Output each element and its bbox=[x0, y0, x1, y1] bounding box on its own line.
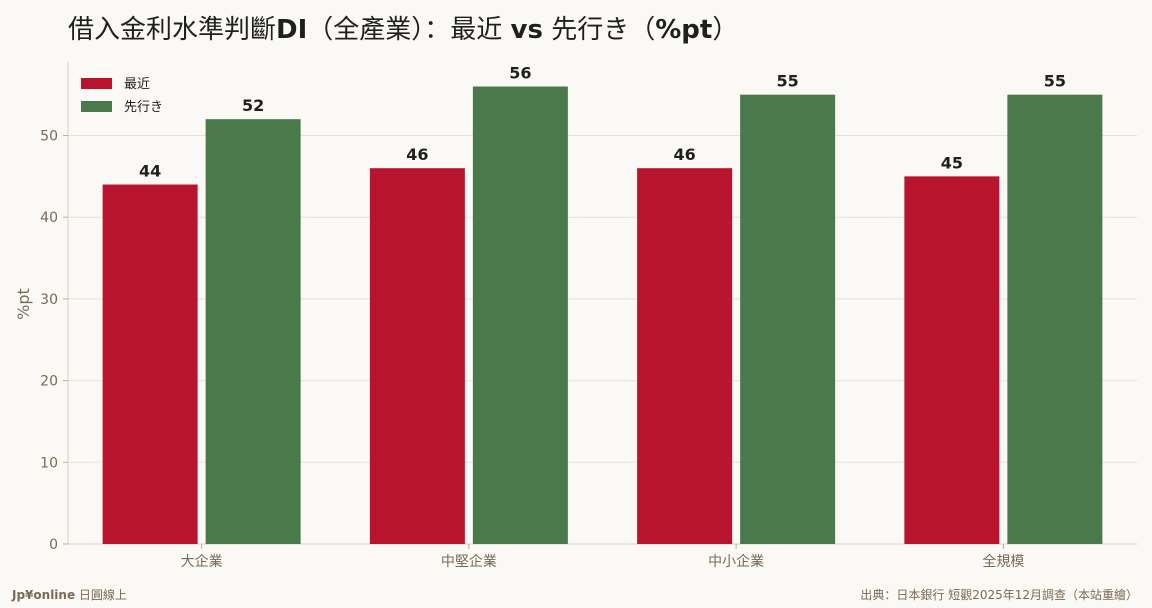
legend-label: 先行き bbox=[124, 100, 163, 115]
y-tick-label: 20 bbox=[40, 374, 58, 390]
x-tick-label: 中小企業 bbox=[708, 553, 764, 570]
title-part: vs bbox=[511, 15, 543, 45]
x-tick-label: 大企業 bbox=[181, 553, 223, 570]
bar-value-label: 55 bbox=[1044, 72, 1066, 91]
bar-value-label: 45 bbox=[941, 153, 963, 172]
chart-title: 借入金利水準判斷DI（全產業）：最近 vs 先行き（%pt） bbox=[68, 15, 738, 45]
bar-value-label: 56 bbox=[509, 64, 531, 83]
x-tick-label: 中堅企業 bbox=[441, 553, 497, 570]
y-tick-label: 10 bbox=[40, 455, 58, 471]
y-tick-labels: 0 10 20 30 40 50 bbox=[40, 129, 68, 553]
bar-value-label: 46 bbox=[673, 145, 695, 164]
bar-forecast bbox=[205, 119, 301, 545]
bar-forecast bbox=[740, 94, 836, 544]
title-part: 借入金利水準判斷 bbox=[68, 15, 276, 45]
brand-suffix: 日圓線上 bbox=[75, 587, 127, 602]
y-tick-label: 40 bbox=[40, 210, 58, 226]
bars: 44 52 46 56 46 55 45 55 bbox=[102, 64, 1103, 545]
bar-forecast bbox=[1007, 94, 1103, 544]
bar-forecast bbox=[472, 86, 568, 544]
bar-value-label: 44 bbox=[139, 162, 161, 181]
y-tick-label: 0 bbox=[49, 537, 58, 553]
legend-swatch bbox=[81, 101, 112, 112]
title-part: ） bbox=[712, 15, 738, 45]
bar-recent bbox=[904, 176, 1000, 545]
title-part: 先行き（ bbox=[543, 15, 655, 45]
footer-brand: Jp¥online 日圓線上 bbox=[11, 587, 127, 602]
bar-value-label: 46 bbox=[406, 145, 428, 164]
bar-value-label: 55 bbox=[776, 72, 798, 91]
bar-recent bbox=[637, 168, 733, 545]
title-part: （全產業）：最近 bbox=[307, 15, 510, 45]
bar-value-label: 52 bbox=[242, 96, 264, 115]
bar-recent bbox=[369, 168, 465, 545]
footer-source: 出典：日本銀行 短觀2025年12月調查（本站重繪） bbox=[860, 587, 1138, 602]
legend-swatch bbox=[81, 78, 112, 89]
brand-name: Jp¥online bbox=[11, 588, 75, 602]
y-axis-label: %pt bbox=[14, 288, 33, 320]
x-tick-label: 全規模 bbox=[982, 553, 1024, 570]
bar-recent bbox=[102, 184, 198, 545]
title-part: %pt bbox=[655, 15, 712, 45]
x-tick-labels: 大企業 中堅企業 中小企業 全規模 bbox=[181, 544, 1024, 570]
y-tick-label: 50 bbox=[40, 129, 58, 145]
legend-label: 最近 bbox=[124, 77, 150, 92]
title-part: DI bbox=[276, 15, 307, 45]
y-tick-label: 30 bbox=[40, 292, 58, 308]
